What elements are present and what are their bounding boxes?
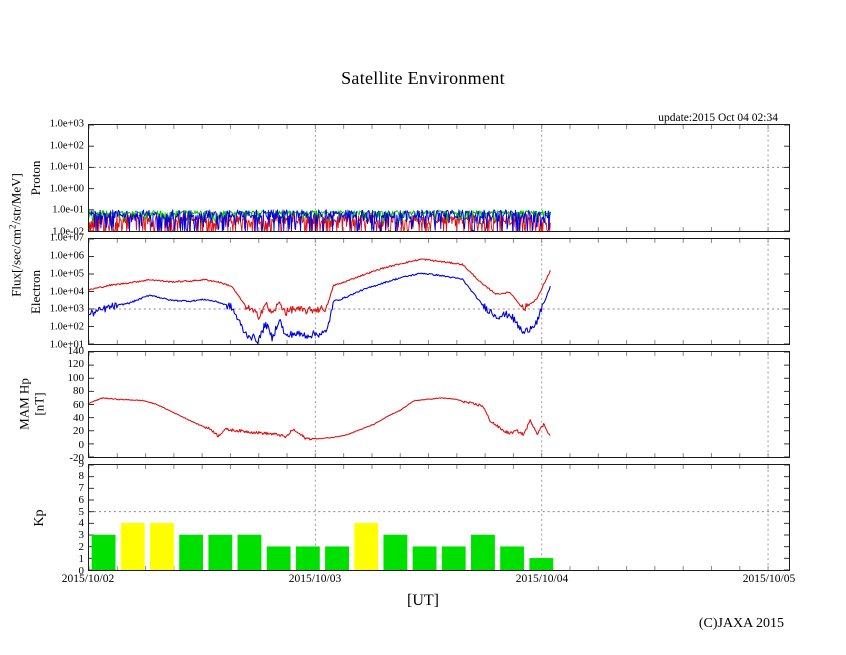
page-title: Satellite Environment <box>341 68 505 88</box>
kp-bar <box>529 558 554 570</box>
x-tick-label: 2015/10/04 <box>515 573 569 585</box>
y-tick-label: 0 <box>78 438 85 451</box>
x-tick-label: 2015/10/03 <box>288 573 342 585</box>
kp-bar <box>208 534 233 570</box>
y-tick-label: 1.0e+04 <box>49 286 84 297</box>
y-tick-label: 6 <box>78 493 85 506</box>
kp-index-panel <box>88 464 790 571</box>
kp-bar <box>237 534 262 570</box>
y-ticks-electron: 1.0e+07 1.0e+06 1.0e+05 1.0e+04 1.0e+03 1.0e+… <box>0 233 84 351</box>
y-tick-label: 1.0e+00 <box>49 183 84 195</box>
y-tick-label: 8 <box>78 469 85 482</box>
kp-bar <box>120 523 145 570</box>
y-tick-label: 5 <box>78 505 85 518</box>
kp-bar <box>383 534 408 570</box>
copyright-notice: (C)JAXA 2015 <box>698 616 784 631</box>
proton-flux-panel <box>88 124 790 232</box>
y-tick-label: -20 <box>69 452 84 464</box>
kp-bar <box>500 546 525 570</box>
y-tick-label: 1.0e+05 <box>49 268 84 280</box>
y-tick-label: 0 <box>78 565 85 577</box>
y-tick-label: 80 <box>73 385 84 398</box>
x-tick-label: 2015/10/02 <box>61 573 115 585</box>
y-tick-label: 100 <box>67 371 85 384</box>
y-tick-label: 140 <box>67 345 85 357</box>
kp-bar <box>471 534 495 570</box>
kp-bar <box>412 546 437 570</box>
y-tick-label: 2 <box>78 541 85 554</box>
y-tick-label: 1.0e-02 <box>52 226 84 238</box>
x-tick-label: 2015/10/05 <box>742 573 796 585</box>
y-tick-label: 1.0e+02 <box>49 140 84 152</box>
x-axis-title: [UT] <box>407 592 439 609</box>
y-tick-label: 4 <box>78 517 85 530</box>
y-tick-label: 1.0e+03 <box>49 118 84 130</box>
y-tick-label: 60 <box>73 398 84 411</box>
kp-bar <box>325 546 349 570</box>
y-tick-label: 120 <box>67 358 85 371</box>
y-ticks-proton: 1.0e+03 1.0e+02 1.0e+01 1.0e+00 1.0e-01 1.0e-… <box>0 119 84 238</box>
y-tick-label: 7 <box>78 481 85 494</box>
y-tick-label: 40 <box>73 411 84 424</box>
kp-bar <box>295 546 320 570</box>
y-tick-label: 20 <box>73 425 84 438</box>
y-tick-label: 1.0e+03 <box>49 303 84 315</box>
y-tick-label: 1.0e+02 <box>49 321 84 333</box>
mam-hp-panel <box>88 351 790 458</box>
y-tick-label: 9 <box>78 458 85 470</box>
y-tick-label: 1.0e-01 <box>52 204 84 216</box>
kp-bar <box>150 523 174 570</box>
y-tick-label: 1 <box>78 553 85 566</box>
update-timestamp: update:2015 Oct 04 02:34 <box>658 112 778 124</box>
y-tick-label: 1.0e+07 <box>49 232 84 244</box>
kp-bar <box>441 546 466 570</box>
y-tick-label: 3 <box>78 529 85 542</box>
kp-bar <box>179 534 204 570</box>
kp-bar <box>354 523 379 570</box>
kp-bar <box>266 546 291 570</box>
y-tick-label: 1.0e+06 <box>49 250 84 262</box>
kp-bar <box>91 534 116 570</box>
y-tick-label: 1.0e+01 <box>49 161 84 173</box>
y-ticks-mam-hp: 140 120 100 80 60 40 20 0 -20 <box>0 345 85 464</box>
electron-flux-panel <box>88 238 790 345</box>
y-tick-label: 1.0e+01 <box>49 339 84 351</box>
